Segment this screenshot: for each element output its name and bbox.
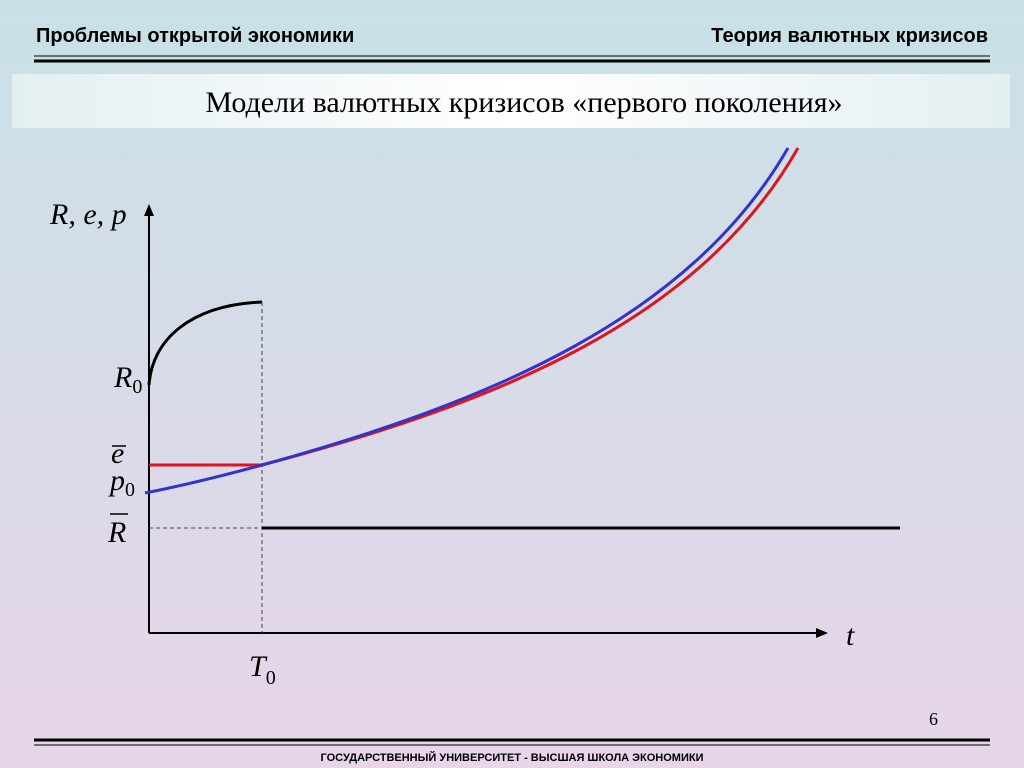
label-sub: 0	[266, 667, 276, 689]
label-text: R	[113, 361, 132, 394]
y-axis-label: R, e, p	[49, 198, 127, 231]
title-banner	[12, 74, 1010, 128]
arrow	[816, 628, 828, 638]
label-text: p	[108, 464, 125, 497]
label-sub: 0	[132, 376, 142, 398]
arrow	[144, 204, 154, 216]
shadow-rate-curve	[144, 147, 790, 495]
header-left: Проблемы открытой экономики	[36, 25, 354, 47]
x-axis-label: t	[846, 619, 855, 652]
page-number: 6	[929, 709, 938, 729]
header-right: Теория валютных кризисов	[711, 25, 988, 47]
label: T0	[249, 650, 276, 689]
footer: ГОСУДАРСТВЕННЫЙ УНИВЕРСИТЕТ - ВЫСШАЯ ШКО…	[321, 751, 704, 764]
slide-title: Модели валютных кризисов «первого поколе…	[205, 86, 842, 119]
label-text: T	[249, 650, 268, 683]
reserves-curve	[147, 300, 263, 386]
label: p0	[108, 464, 135, 501]
label-sub: 0	[125, 479, 135, 501]
label: R0	[113, 361, 142, 398]
label: R	[107, 516, 126, 549]
